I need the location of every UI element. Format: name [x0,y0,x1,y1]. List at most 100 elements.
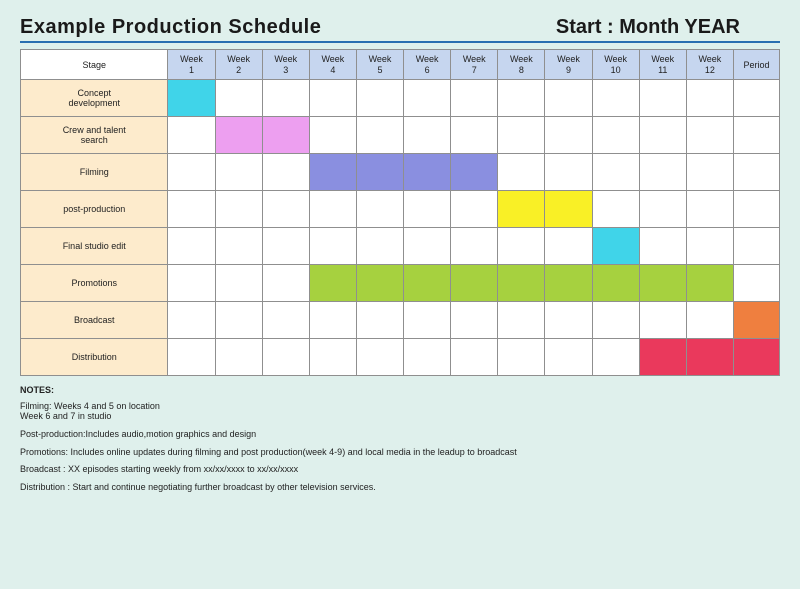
gantt-cell [733,339,779,376]
gantt-cell [262,80,309,117]
gantt-cell [168,154,215,191]
row-label: Promotions [21,265,168,302]
gantt-cell [262,228,309,265]
gantt-cell [215,339,262,376]
gantt-cell [215,265,262,302]
note-line: Post-production:Includes audio,motion gr… [20,430,780,440]
week-header: Week3 [262,50,309,80]
gantt-cell [686,80,733,117]
gantt-cell [404,339,451,376]
gantt-cell [639,80,686,117]
gantt-cell [215,228,262,265]
gantt-cell [686,339,733,376]
gantt-cell [215,80,262,117]
week-header: Week7 [451,50,498,80]
schedule-table: StageWeek1Week2Week3Week4Week5Week6Week7… [20,49,780,376]
gantt-cell [639,302,686,339]
gantt-cell [309,191,356,228]
gantt-cell [451,339,498,376]
note-line: Filming: Weeks 4 and 5 on location Week … [20,402,780,422]
gantt-cell [262,154,309,191]
page-root: Example Production Schedule Start : Mont… [0,0,800,511]
gantt-cell [168,265,215,302]
gantt-cell [309,265,356,302]
row-label: Final studio edit [21,228,168,265]
gantt-cell [451,117,498,154]
gantt-cell [451,265,498,302]
gantt-cell [686,191,733,228]
gantt-cell [404,191,451,228]
gantt-cell [733,302,779,339]
gantt-cell [639,117,686,154]
gantt-cell [733,80,779,117]
page-title: Example Production Schedule [20,16,321,39]
gantt-cell [498,302,545,339]
table-row: Conceptdevelopment [21,80,780,117]
gantt-cell [545,154,592,191]
gantt-cell [309,339,356,376]
note-line: Distribution : Start and continue negoti… [20,483,780,493]
gantt-cell [498,339,545,376]
gantt-cell [733,154,779,191]
gantt-cell [498,228,545,265]
gantt-cell [498,117,545,154]
gantt-cell [592,191,639,228]
gantt-cell [356,265,403,302]
gantt-cell [545,228,592,265]
stage-header: Stage [21,50,168,80]
week-header: Week6 [404,50,451,80]
week-header: Week4 [309,50,356,80]
gantt-cell [451,302,498,339]
gantt-cell [498,154,545,191]
gantt-cell [404,228,451,265]
period-header: Period [733,50,779,80]
gantt-cell [309,80,356,117]
gantt-cell [356,80,403,117]
gantt-cell [545,80,592,117]
gantt-cell [356,154,403,191]
gantt-cell [215,154,262,191]
row-label: Distribution [21,339,168,376]
gantt-cell [498,80,545,117]
gantt-cell [309,228,356,265]
header-row: StageWeek1Week2Week3Week4Week5Week6Week7… [21,50,780,80]
week-header: Week1 [168,50,215,80]
week-header: Week10 [592,50,639,80]
table-row: Final studio edit [21,228,780,265]
gantt-cell [404,154,451,191]
week-header: Week11 [639,50,686,80]
gantt-cell [309,154,356,191]
gantt-cell [545,117,592,154]
gantt-cell [686,228,733,265]
week-header: Week9 [545,50,592,80]
gantt-cell [215,302,262,339]
note-line: Broadcast : XX episodes starting weekly … [20,465,780,475]
gantt-cell [592,80,639,117]
gantt-cell [451,80,498,117]
gantt-cell [451,191,498,228]
gantt-cell [733,191,779,228]
notes-heading: NOTES: [20,386,780,396]
gantt-cell [451,154,498,191]
gantt-cell [545,191,592,228]
row-label: Crew and talentsearch [21,117,168,154]
gantt-cell [592,302,639,339]
row-label: Broadcast [21,302,168,339]
gantt-cell [309,302,356,339]
table-row: Broadcast [21,302,780,339]
table-row: Crew and talentsearch [21,117,780,154]
gantt-cell [262,191,309,228]
gantt-cell [639,265,686,302]
gantt-cell [498,191,545,228]
gantt-cell [168,191,215,228]
gantt-cell [262,339,309,376]
gantt-cell [639,191,686,228]
gantt-cell [733,265,779,302]
row-label: post-production [21,191,168,228]
gantt-cell [404,80,451,117]
gantt-cell [733,117,779,154]
row-label: Conceptdevelopment [21,80,168,117]
gantt-cell [686,302,733,339]
gantt-cell [686,117,733,154]
gantt-cell [733,228,779,265]
